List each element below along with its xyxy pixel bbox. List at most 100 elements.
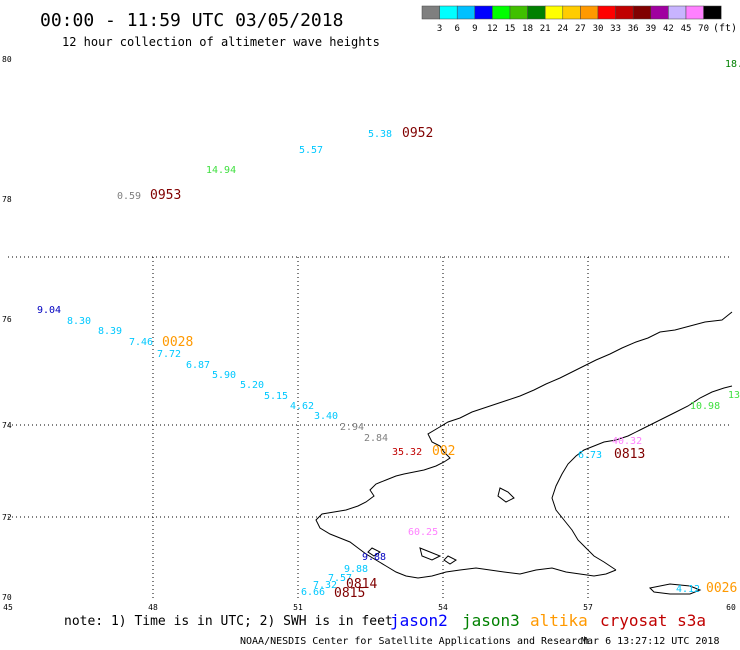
- legend-color-box: [703, 5, 722, 20]
- color-legend: 3 6 9 12 15 18 21 24 27 30 33 36 39 42 45 70 (ft): [421, 5, 737, 34]
- wave-height-label: 6.73: [578, 450, 602, 461]
- legend-color-box: [668, 5, 687, 20]
- coastline-main: [315, 311, 733, 579]
- wave-height-label: 7.72: [157, 349, 181, 360]
- y-tick-label: 78: [2, 195, 12, 204]
- wave-height-label: 8.30: [67, 316, 91, 327]
- satellite-altika: altika: [530, 611, 588, 630]
- wave-height-label: 4.12: [676, 584, 700, 595]
- pass-time-label: 0028: [162, 335, 193, 350]
- coastline-inlet: [497, 487, 515, 503]
- y-tick-label: 70: [2, 593, 12, 602]
- graticule: [8, 256, 732, 598]
- wave-height-label: 5.20: [240, 380, 264, 391]
- legend-tick-label: 18: [522, 24, 533, 34]
- legend-tick-label: 42: [663, 24, 674, 34]
- pass-time-label: 0814: [346, 577, 377, 592]
- wave-height-label: 5.57: [299, 145, 323, 156]
- legend-tick-label: 3: [437, 24, 442, 34]
- wave-height-label: 9.04: [37, 305, 61, 316]
- legend-tick-label: 12: [487, 24, 498, 34]
- wave-height-label: 7.57: [328, 573, 352, 584]
- footer-timestamp: Mar 6 13:27:12 UTC 2018: [581, 636, 719, 647]
- legend-tick-label: 21: [540, 24, 551, 34]
- legend-color-box: [597, 5, 616, 20]
- pass-time-label: 0026: [706, 581, 737, 596]
- wave-height-label: 9.88: [344, 564, 368, 575]
- legend-tick-label: 15: [505, 24, 516, 34]
- y-tick-label: 76: [2, 315, 12, 324]
- wave-height-label: 6.87: [186, 360, 210, 371]
- satellite-cryosat-s3a: cryosat s3a: [600, 611, 706, 630]
- coastline: [315, 311, 733, 595]
- wave-height-label: 40.32: [612, 436, 642, 447]
- wave-height-label: 7.46: [129, 337, 153, 348]
- x-tick-label: 57: [583, 603, 593, 612]
- wave-height-label: 4.62: [290, 401, 314, 412]
- legend-color-box: [632, 5, 652, 20]
- wave-height-labels: 5.38 0952 5.57 14.94 0.59 0953 18. 9.04 8.30 8.39…: [37, 59, 740, 601]
- legend-color-box: [439, 5, 458, 20]
- wave-height-label: 10.98: [690, 401, 720, 412]
- wave-height-label: 5.90: [212, 370, 236, 381]
- legend-tick-labels: 3 6 9 12 15 18 21 24 27 30 33 36 39 42 45 70: [437, 24, 709, 34]
- wave-height-label: 35.32: [392, 447, 422, 458]
- wave-height-label: 9.88: [362, 552, 386, 563]
- footer-note: note: 1) Time is in UTC; 2) SWH is in fe…: [64, 614, 393, 629]
- wave-height-label: 5.38: [368, 129, 392, 140]
- satellite-jason3: jason3: [462, 611, 520, 630]
- legend-color-box: [492, 5, 511, 20]
- wave-height-label: 60.25: [408, 527, 438, 538]
- legend-tick-label: 36: [628, 24, 639, 34]
- legend-color-box: [615, 5, 634, 20]
- legend-color-box: [456, 5, 476, 20]
- pass-time-label: 0813: [614, 447, 645, 462]
- legend-tick-label: 45: [681, 24, 692, 34]
- wave-height-label: 3.40: [314, 411, 338, 422]
- legend-tick-label: 39: [645, 24, 656, 34]
- legend-tick-label: 33: [610, 24, 621, 34]
- wave-height-label: 14.94: [206, 165, 236, 176]
- y-tick-label: 72: [2, 513, 12, 522]
- legend-tick-label: 70: [698, 24, 709, 34]
- legend-color-box: [509, 5, 528, 20]
- map-title: 00:00 - 11:59 UTC 03/05/2018: [40, 10, 343, 31]
- x-tick-label: 48: [148, 603, 158, 612]
- wave-height-label: 2.84: [364, 433, 388, 444]
- legend-color-box: [685, 5, 704, 20]
- wave-height-label: 7.32: [313, 580, 337, 591]
- coastline-east: [551, 385, 733, 571]
- y-axis-labels: 80 78 76 74 72 70: [2, 55, 12, 602]
- wave-height-label: 6.66: [301, 587, 325, 598]
- legend-color-box: [544, 5, 564, 20]
- wave-height-label: 2.94: [340, 422, 364, 433]
- wave-height-label: 5.15: [264, 391, 288, 402]
- legend-unit: (ft): [713, 23, 737, 34]
- wave-height-label: 18.: [725, 59, 740, 70]
- footer-credit: NOAA/NESDIS Center for Satellite Applica…: [240, 636, 589, 647]
- x-tick-label: 51: [293, 603, 303, 612]
- legend-color-box: [562, 5, 581, 20]
- y-tick-label: 80: [2, 55, 12, 64]
- legend-color-boxes: [421, 5, 722, 20]
- legend-tick-label: 6: [454, 24, 459, 34]
- map-subtitle: 12 hour collection of altimeter wave hei…: [62, 35, 380, 49]
- coastline-islands: [367, 547, 702, 595]
- pass-time-label: 0815: [334, 586, 365, 601]
- pass-time-label: 0952: [402, 126, 433, 141]
- y-tick-label: 74: [2, 421, 12, 430]
- pass-time-label: 002: [432, 444, 455, 459]
- wave-height-label: 13: [728, 390, 740, 401]
- x-tick-label: 60: [726, 603, 736, 612]
- legend-color-box: [650, 5, 669, 20]
- legend-color-box: [527, 5, 546, 20]
- legend-tick-label: 9: [472, 24, 477, 34]
- x-tick-label: 54: [438, 603, 448, 612]
- wave-height-label: 0.59: [117, 191, 141, 202]
- satellite-legend: jason2 jason3 altika cryosat s3a: [390, 611, 706, 630]
- x-axis-labels: 45 48 51 54 57 60: [3, 603, 736, 612]
- x-tick-label: 45: [3, 603, 13, 612]
- legend-color-box: [580, 5, 599, 20]
